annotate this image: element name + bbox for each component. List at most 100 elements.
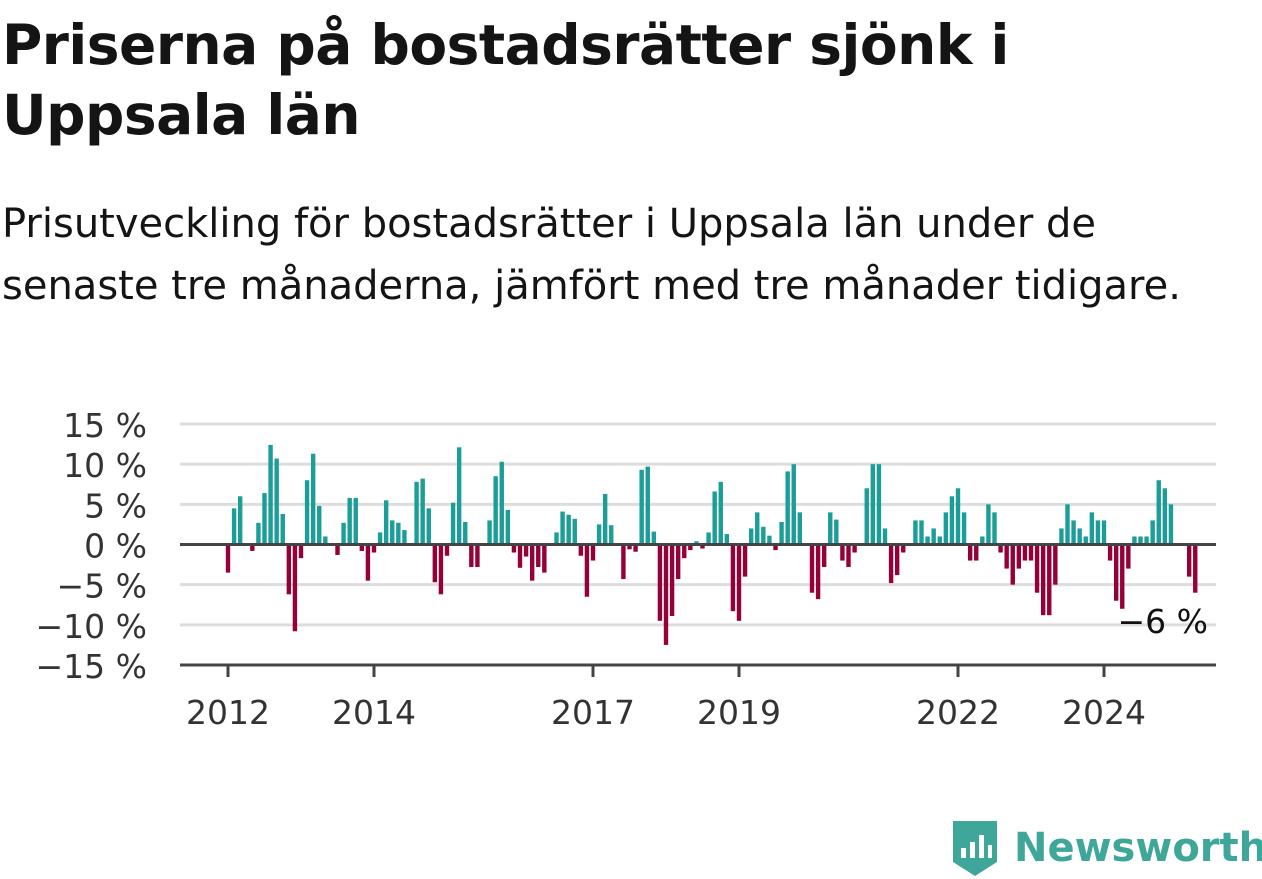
bar — [663, 544, 669, 645]
bar — [1162, 488, 1168, 545]
bar — [937, 536, 942, 545]
bar — [1101, 520, 1107, 545]
bar — [1144, 536, 1149, 545]
y-tick-label: 5 % — [84, 486, 147, 525]
bar — [894, 544, 900, 576]
bar — [949, 496, 955, 545]
bar — [1168, 504, 1174, 545]
bar — [347, 497, 352, 545]
bar — [980, 536, 985, 545]
bar-chart: 15 %10 %5 %0 %−5 %−10 %−15 % 2012 2014 2017… — [36, 406, 1216, 732]
bar — [755, 512, 760, 545]
last-value-label: −6 % — [1118, 602, 1209, 641]
bar — [694, 541, 699, 545]
bar — [675, 544, 681, 580]
bar — [621, 544, 626, 580]
bar — [1138, 536, 1143, 545]
bar — [560, 511, 565, 545]
bar — [475, 544, 480, 567]
bar — [1034, 544, 1040, 593]
bar — [487, 520, 492, 545]
bar — [712, 491, 717, 545]
bar — [834, 519, 839, 545]
bar — [748, 528, 754, 545]
bar — [1004, 544, 1009, 569]
bar — [1113, 544, 1119, 601]
bar — [846, 544, 851, 567]
bar — [353, 497, 358, 545]
bar — [779, 522, 784, 545]
bar — [828, 512, 833, 545]
bar — [225, 544, 231, 573]
bar — [651, 531, 657, 545]
bar — [1193, 544, 1198, 593]
chart-subtitle: Prisutveckling för bostadsrätter i Uppsa… — [2, 201, 1181, 309]
bar — [1126, 544, 1131, 569]
bar — [1120, 544, 1125, 609]
bar — [1059, 528, 1064, 545]
bar — [317, 505, 322, 545]
bar — [809, 544, 815, 593]
bar — [572, 518, 577, 545]
bar — [688, 544, 693, 551]
gridlines — [180, 422, 1216, 627]
x-tick-label: 2012 — [186, 693, 270, 732]
bar — [821, 544, 827, 567]
bar — [1010, 544, 1015, 585]
bar — [268, 444, 273, 545]
x-tick-label: 2017 — [551, 693, 635, 732]
bar — [742, 544, 748, 577]
bar — [919, 520, 924, 545]
bar — [237, 496, 243, 545]
bar — [815, 544, 821, 600]
bar — [390, 520, 395, 545]
bar — [761, 526, 766, 545]
bar — [304, 480, 310, 545]
bar — [341, 522, 346, 545]
y-tick-label: 15 % — [63, 406, 147, 445]
bar — [967, 544, 973, 561]
bar — [377, 532, 383, 545]
y-tick-label: −5 % — [57, 567, 148, 606]
bar — [426, 508, 431, 545]
bar — [310, 453, 316, 545]
bar — [250, 544, 255, 551]
bar — [852, 544, 857, 553]
bar — [432, 544, 438, 583]
bar — [1028, 544, 1034, 561]
bar — [840, 544, 845, 561]
newsworthy-logo: Newsworthy — [950, 818, 1262, 878]
bar — [1083, 536, 1088, 545]
axes — [180, 543, 1216, 677]
bar — [450, 502, 456, 545]
bar — [383, 500, 389, 545]
bar — [974, 544, 979, 561]
bar — [1107, 544, 1113, 561]
bar — [791, 464, 796, 545]
bar — [262, 493, 267, 545]
bar — [280, 513, 285, 545]
bar — [529, 544, 535, 581]
bar — [256, 522, 261, 545]
bar — [286, 544, 292, 595]
newsworthy-chart-icon — [953, 821, 997, 876]
y-tick-label: −15 % — [36, 647, 148, 686]
bar — [785, 471, 790, 545]
bar — [955, 488, 961, 545]
bar — [943, 512, 949, 545]
bar — [523, 544, 529, 557]
bar — [797, 512, 803, 545]
bar — [274, 458, 279, 545]
bar — [584, 544, 590, 597]
bar — [1022, 544, 1028, 561]
bar — [420, 478, 425, 545]
bar — [1186, 544, 1192, 577]
bar — [231, 508, 237, 545]
bar — [371, 544, 377, 553]
page-title: Priserna på bostadsrätter sjönk i Uppsal… — [2, 13, 1009, 147]
bar — [718, 481, 723, 545]
x-tick-label: 2014 — [332, 693, 416, 732]
y-tick-label: 10 % — [63, 446, 147, 485]
bar — [1065, 504, 1070, 545]
bar — [1071, 520, 1076, 545]
